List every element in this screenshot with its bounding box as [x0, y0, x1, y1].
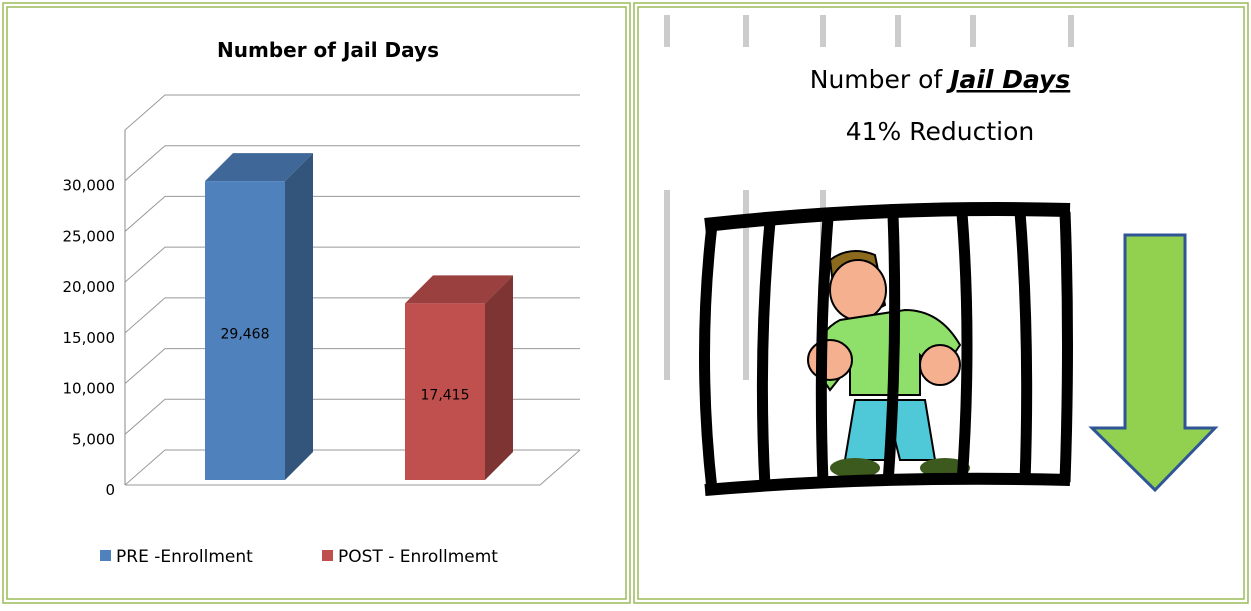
grid-line: [125, 450, 580, 485]
panel-subtitle: 41% Reduction: [846, 117, 1035, 146]
down-arrow: [1092, 235, 1215, 490]
right-panel: Number of Jail Days 41% Reduction: [664, 15, 1215, 490]
y-tick-label: 25,000: [63, 227, 116, 245]
legend-label: POST - Enrollmemt: [338, 547, 498, 567]
grid-line: [125, 95, 580, 130]
bar: [405, 275, 513, 480]
chart-title: Number of Jail Days: [217, 38, 439, 62]
bar: [205, 153, 313, 480]
legend-swatch: [322, 550, 333, 561]
y-tick-label: 20,000: [63, 278, 116, 296]
panel-border: [7, 7, 626, 599]
data-label: 29,468: [221, 327, 270, 343]
page: Number of Jail Days Number of Jail Days …: [0, 0, 1251, 607]
bar-side: [285, 153, 313, 480]
panel-title: Number of Jail Days: [810, 65, 1070, 94]
legend-swatch: [100, 550, 111, 561]
chart: Number of Jail Days Number of Jail Days …: [0, 0, 1251, 607]
jail-clipart: [705, 209, 1071, 490]
panel-border: [3, 3, 630, 603]
y-tick-label: 0: [105, 481, 115, 499]
bar-side: [485, 275, 513, 480]
panel-title-prefix: Number of: [810, 65, 944, 94]
y-tick-label: 30,000: [63, 177, 116, 195]
data-label: 17,415: [421, 388, 470, 404]
legend-label: PRE -Enrollment: [116, 547, 253, 567]
y-tick-label: 5,000: [72, 430, 115, 448]
grid-line: [125, 196, 580, 231]
y-tick-label: 10,000: [63, 380, 116, 398]
y-tick-label: 15,000: [63, 329, 116, 347]
panel-title-emphasis: Jail Days: [945, 65, 1070, 94]
floor: [125, 450, 580, 485]
grid-line: [125, 146, 580, 181]
